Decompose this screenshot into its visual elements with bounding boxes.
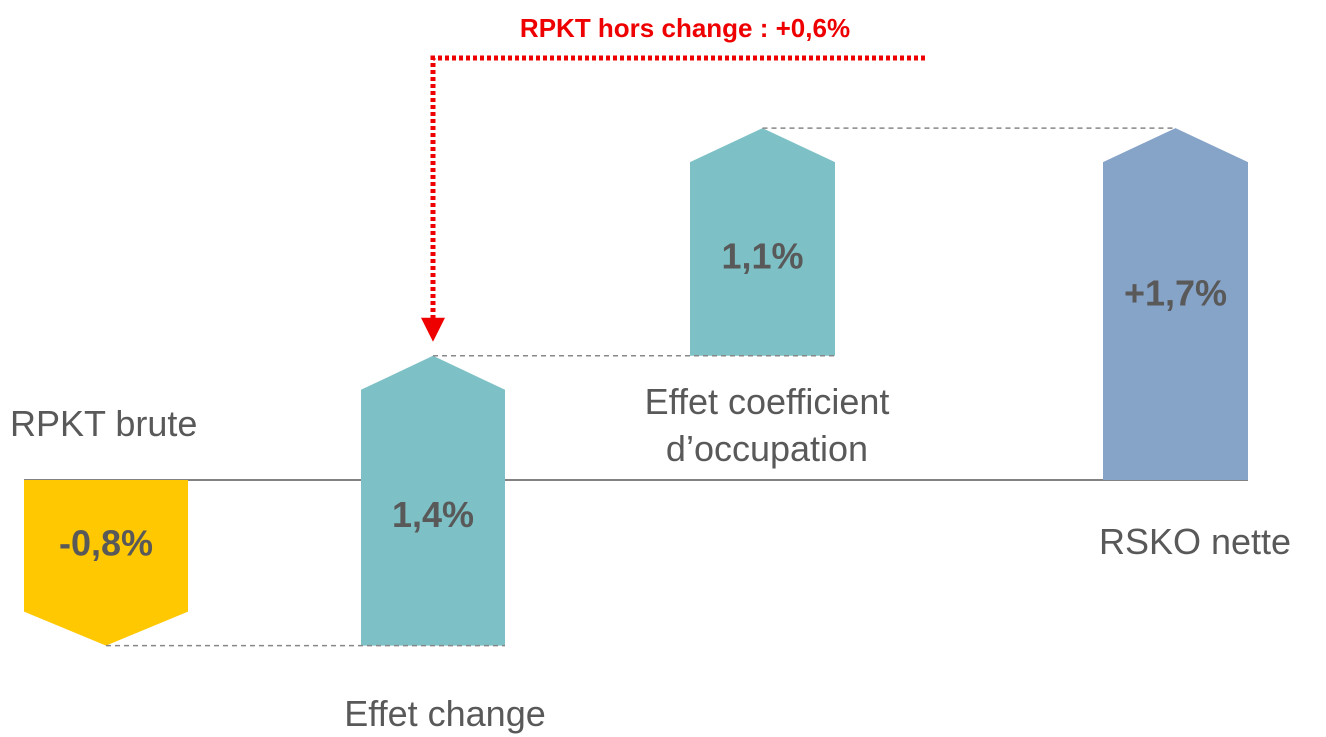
value-label: 1,1%	[721, 235, 803, 276]
annotation: RPKT hors change : +0,6%	[520, 13, 850, 43]
annotation-bracket	[430, 55, 925, 328]
category-label: RSKO nette	[1098, 521, 1292, 562]
value-label: 1,4%	[392, 494, 474, 535]
value-label: +1,7%	[1124, 273, 1227, 314]
category-label: RPKT brute	[10, 403, 198, 444]
category-label: Effet change	[344, 693, 546, 734]
annotation-arrowhead	[421, 317, 445, 342]
bar	[361, 355, 505, 646]
bar	[1103, 128, 1248, 480]
category-label: Effet coefficient d’occupation	[644, 381, 890, 469]
bar	[24, 480, 188, 646]
value-label: -0,8%	[59, 522, 153, 563]
bar	[690, 128, 835, 356]
